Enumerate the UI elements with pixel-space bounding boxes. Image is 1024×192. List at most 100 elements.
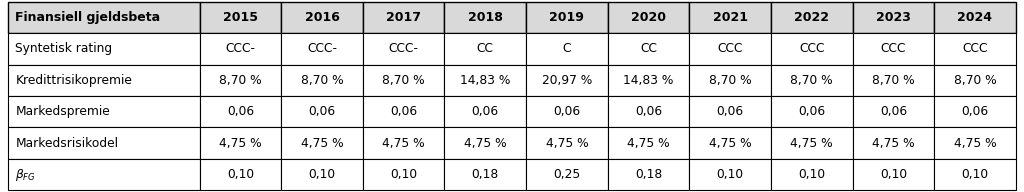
Text: 0,06: 0,06 xyxy=(880,105,907,118)
Bar xyxy=(444,159,526,190)
Bar xyxy=(689,2,771,33)
Bar xyxy=(8,159,200,190)
Bar xyxy=(362,96,444,127)
Bar xyxy=(607,96,689,127)
Text: 0,10: 0,10 xyxy=(227,168,254,181)
Text: 8,70 %: 8,70 % xyxy=(709,74,752,87)
Text: 4,75 %: 4,75 % xyxy=(464,137,507,150)
Text: 8,70 %: 8,70 % xyxy=(791,74,834,87)
Text: 2021: 2021 xyxy=(713,11,748,24)
Text: 4,75 %: 4,75 % xyxy=(382,137,425,150)
Text: 2019: 2019 xyxy=(550,11,585,24)
Text: CCC-: CCC- xyxy=(225,42,255,55)
Text: 0,18: 0,18 xyxy=(635,168,663,181)
Text: 8,70 %: 8,70 % xyxy=(301,74,343,87)
Bar xyxy=(607,159,689,190)
Bar xyxy=(282,2,362,33)
Text: CCC: CCC xyxy=(881,42,906,55)
Text: 0,06: 0,06 xyxy=(308,105,336,118)
Text: Syntetisk rating: Syntetisk rating xyxy=(15,42,113,55)
Bar xyxy=(853,33,934,65)
Text: Markedspremie: Markedspremie xyxy=(15,105,111,118)
Text: 0,25: 0,25 xyxy=(553,168,581,181)
Text: 0,18: 0,18 xyxy=(472,168,499,181)
Text: 8,70 %: 8,70 % xyxy=(872,74,914,87)
Text: 8,70 %: 8,70 % xyxy=(382,74,425,87)
Bar xyxy=(282,96,362,127)
Bar xyxy=(8,2,200,33)
Text: 2018: 2018 xyxy=(468,11,503,24)
Bar xyxy=(853,96,934,127)
Text: 4,75 %: 4,75 % xyxy=(546,137,588,150)
Bar xyxy=(526,33,607,65)
Text: 14,83 %: 14,83 % xyxy=(624,74,674,87)
Text: 0,06: 0,06 xyxy=(798,105,825,118)
Bar xyxy=(526,127,607,159)
Bar xyxy=(853,127,934,159)
Text: 2024: 2024 xyxy=(957,11,992,24)
Bar xyxy=(282,65,362,96)
Text: CCC-: CCC- xyxy=(389,42,419,55)
Bar xyxy=(444,96,526,127)
Bar xyxy=(200,65,282,96)
Text: 0,10: 0,10 xyxy=(798,168,825,181)
Bar xyxy=(8,65,200,96)
Bar xyxy=(362,65,444,96)
Bar xyxy=(200,127,282,159)
Text: CCC: CCC xyxy=(799,42,824,55)
Text: C: C xyxy=(562,42,571,55)
Text: 20,97 %: 20,97 % xyxy=(542,74,592,87)
Bar xyxy=(853,2,934,33)
Text: 2017: 2017 xyxy=(386,11,421,24)
Text: 4,75 %: 4,75 % xyxy=(219,137,262,150)
Bar xyxy=(771,2,853,33)
Bar xyxy=(771,159,853,190)
Text: Finansiell gjeldsbeta: Finansiell gjeldsbeta xyxy=(15,11,161,24)
Text: 4,75 %: 4,75 % xyxy=(628,137,670,150)
Text: 2022: 2022 xyxy=(795,11,829,24)
Bar xyxy=(771,65,853,96)
Bar xyxy=(934,159,1016,190)
Text: CC: CC xyxy=(477,42,494,55)
Bar xyxy=(526,2,607,33)
Text: 2023: 2023 xyxy=(876,11,910,24)
Bar xyxy=(934,127,1016,159)
Bar xyxy=(362,33,444,65)
Bar xyxy=(282,33,362,65)
Bar xyxy=(934,65,1016,96)
Bar xyxy=(8,33,200,65)
Bar xyxy=(200,159,282,190)
Text: 8,70 %: 8,70 % xyxy=(219,74,262,87)
Text: 8,70 %: 8,70 % xyxy=(953,74,996,87)
Text: 4,75 %: 4,75 % xyxy=(709,137,752,150)
Bar xyxy=(362,159,444,190)
Bar xyxy=(689,159,771,190)
Text: 0,06: 0,06 xyxy=(472,105,499,118)
Bar xyxy=(444,65,526,96)
Text: 4,75 %: 4,75 % xyxy=(953,137,996,150)
Text: CCC: CCC xyxy=(718,42,742,55)
Text: 2020: 2020 xyxy=(631,11,666,24)
Bar xyxy=(200,2,282,33)
Bar xyxy=(362,2,444,33)
Bar xyxy=(526,96,607,127)
Text: Kredittrisikopremie: Kredittrisikopremie xyxy=(15,74,132,87)
Text: 0,06: 0,06 xyxy=(635,105,663,118)
Bar xyxy=(934,2,1016,33)
Bar xyxy=(444,33,526,65)
Text: 0,10: 0,10 xyxy=(390,168,417,181)
Bar xyxy=(444,2,526,33)
Bar xyxy=(200,33,282,65)
Text: 0,06: 0,06 xyxy=(227,105,254,118)
Bar xyxy=(282,127,362,159)
Text: 0,06: 0,06 xyxy=(390,105,417,118)
Text: 0,06: 0,06 xyxy=(553,105,581,118)
Bar xyxy=(282,159,362,190)
Bar xyxy=(771,127,853,159)
Bar xyxy=(8,127,200,159)
Text: Markedsrisikodel: Markedsrisikodel xyxy=(15,137,119,150)
Bar xyxy=(689,65,771,96)
Bar xyxy=(853,159,934,190)
Bar xyxy=(689,96,771,127)
Text: 4,75 %: 4,75 % xyxy=(301,137,343,150)
